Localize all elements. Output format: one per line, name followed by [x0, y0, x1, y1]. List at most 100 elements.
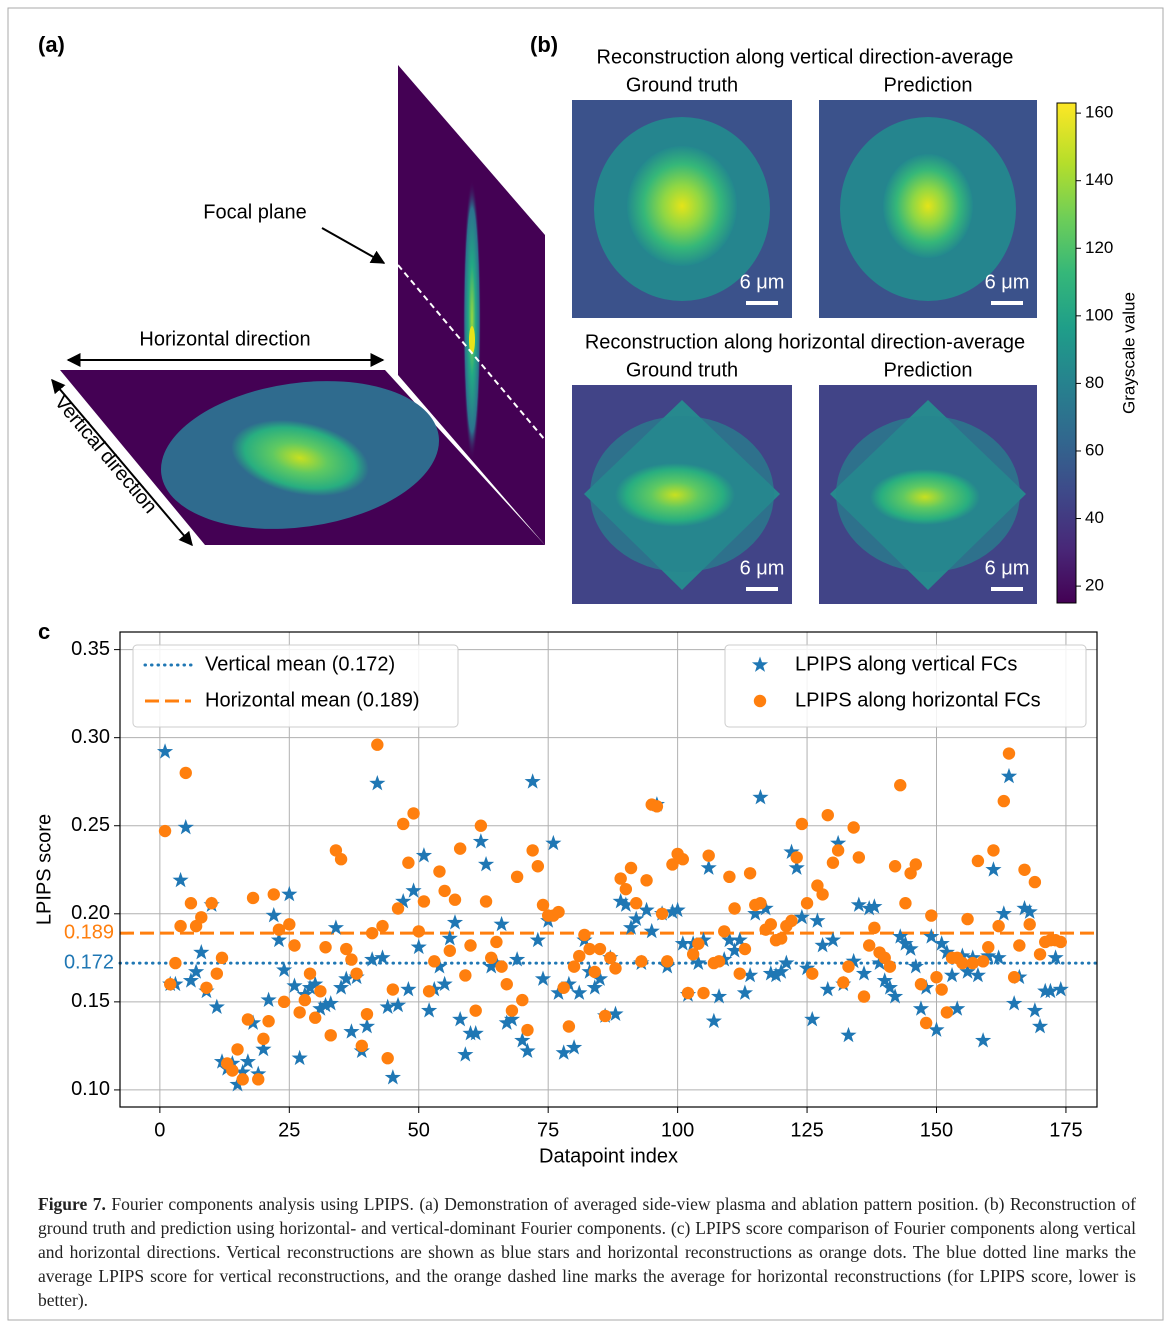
data-point	[545, 834, 562, 851]
data-point	[229, 1076, 246, 1092]
data-point	[485, 951, 498, 965]
data-point	[389, 996, 407, 1013]
data-point	[516, 993, 529, 1007]
data-point	[804, 1010, 821, 1027]
data-point	[800, 897, 814, 910]
data-point	[743, 867, 757, 880]
data-point	[1013, 939, 1026, 952]
data-point	[319, 941, 332, 954]
data-point	[1031, 1018, 1049, 1034]
data-point	[935, 983, 948, 996]
data-point	[277, 995, 291, 1009]
data-point	[619, 882, 633, 896]
data-point	[593, 942, 607, 956]
data-point	[514, 1032, 531, 1048]
data-point	[726, 942, 743, 958]
data-point	[340, 942, 353, 956]
data-point	[824, 931, 842, 948]
data-point	[793, 908, 810, 925]
data-point	[172, 871, 189, 888]
data-point	[871, 954, 888, 970]
scale-bar-label: 6 μm	[985, 271, 1030, 293]
plasma-streak	[463, 180, 481, 460]
data-point	[371, 738, 384, 751]
row-title: Reconstruction along vertical direction-…	[597, 46, 1014, 68]
data-point	[1016, 900, 1033, 916]
data-point	[586, 979, 603, 995]
data-point	[379, 998, 396, 1015]
column-title: Ground truth	[626, 74, 738, 96]
panel-label: (b)	[530, 32, 558, 57]
data-point	[773, 963, 790, 979]
data-point	[604, 951, 617, 965]
data-point	[195, 911, 208, 924]
x-tick-label: 75	[537, 1119, 559, 1141]
annotation: Horizontal direction	[139, 328, 310, 350]
data-point	[886, 988, 904, 1004]
data-point	[177, 818, 194, 835]
data-point	[438, 884, 451, 898]
data-point	[850, 896, 867, 912]
data-point	[555, 1044, 572, 1060]
data-point	[752, 789, 769, 805]
data-point	[731, 931, 748, 948]
data-point	[635, 955, 648, 968]
data-point	[210, 967, 224, 980]
data-point	[842, 960, 855, 973]
data-point	[474, 819, 488, 832]
data-point	[987, 844, 1000, 857]
data-point	[436, 975, 453, 992]
data-point	[395, 892, 412, 909]
data-point	[200, 981, 213, 994]
data-point	[712, 955, 726, 968]
data-point	[664, 903, 681, 919]
data-point	[674, 935, 691, 951]
colorbar-tick-label: 60	[1085, 440, 1104, 459]
data-point	[881, 979, 898, 995]
data-point	[1042, 982, 1059, 999]
data-point	[902, 940, 919, 956]
data-point	[531, 860, 545, 873]
data-point	[814, 937, 831, 953]
data-point	[550, 984, 567, 1000]
data-point	[286, 977, 303, 993]
data-point	[975, 1032, 992, 1048]
panel-label: (a)	[38, 32, 65, 57]
data-point	[710, 988, 728, 1004]
colorbar-tick-label: 40	[1085, 508, 1104, 527]
data-point	[1006, 995, 1023, 1011]
data-point	[483, 958, 500, 974]
plot-frame	[119, 631, 1098, 1108]
legend-box	[132, 644, 459, 728]
data-point	[985, 861, 1002, 877]
data-point	[909, 858, 922, 871]
data-point	[386, 983, 400, 996]
data-point	[452, 1010, 469, 1027]
data-point	[298, 993, 312, 1007]
data-point	[883, 960, 897, 973]
data-point	[949, 1000, 966, 1016]
data-point	[723, 870, 736, 884]
data-point	[912, 1000, 930, 1016]
y-tick-label: 0.25	[71, 814, 110, 836]
data-point	[728, 902, 741, 915]
data-point	[798, 959, 816, 976]
data-point	[816, 888, 829, 901]
data-point	[1054, 935, 1067, 949]
data-point	[443, 944, 457, 957]
data-point	[919, 1016, 933, 1030]
data-point	[892, 928, 909, 944]
data-point	[477, 855, 495, 872]
data-point	[246, 891, 260, 905]
data-point	[847, 821, 860, 834]
x-tick-label: 175	[1049, 1119, 1082, 1141]
data-point	[764, 918, 778, 931]
data-point	[453, 842, 467, 855]
data-point	[831, 844, 845, 857]
data-point	[923, 928, 940, 944]
data-point	[995, 905, 1012, 921]
data-point	[433, 865, 446, 878]
data-point	[291, 1049, 308, 1066]
data-point	[236, 1073, 249, 1086]
